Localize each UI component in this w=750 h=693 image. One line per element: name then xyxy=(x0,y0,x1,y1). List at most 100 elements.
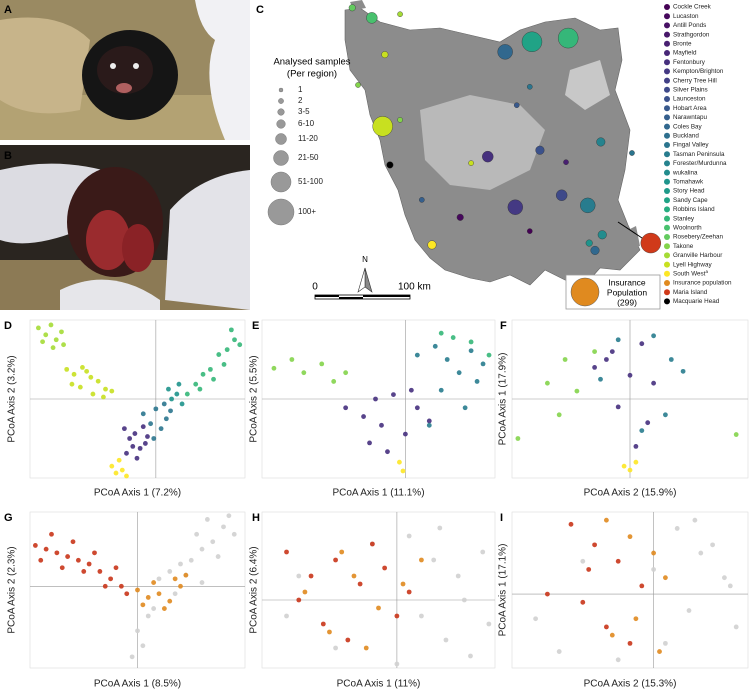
site-marker xyxy=(397,117,403,123)
region-legend-marker xyxy=(664,234,670,240)
point xyxy=(533,616,538,622)
size-legend-marker xyxy=(270,171,292,193)
point xyxy=(615,404,621,410)
point xyxy=(710,542,715,548)
point xyxy=(568,521,574,527)
point xyxy=(385,449,390,455)
point xyxy=(363,645,369,651)
point xyxy=(84,368,90,374)
site-marker xyxy=(366,12,378,24)
site-marker xyxy=(535,145,545,155)
point xyxy=(43,546,49,552)
scale-end: 100 km xyxy=(398,282,431,293)
highlands xyxy=(420,95,545,190)
insurance-label: Insurance xyxy=(608,277,646,287)
point xyxy=(301,370,307,376)
point xyxy=(692,517,698,523)
site-marker xyxy=(507,199,523,215)
point xyxy=(686,608,692,613)
point xyxy=(156,591,162,597)
point xyxy=(90,391,96,397)
point xyxy=(174,391,180,397)
point xyxy=(474,379,480,384)
region-legend-label: Macquarie Head xyxy=(673,298,720,305)
point xyxy=(657,649,662,654)
site-marker xyxy=(521,31,543,52)
point xyxy=(456,370,462,376)
point xyxy=(333,557,338,563)
point xyxy=(167,598,173,604)
point xyxy=(400,581,406,587)
point xyxy=(545,591,550,597)
point xyxy=(167,569,173,574)
point xyxy=(437,525,443,531)
point xyxy=(431,557,437,563)
point xyxy=(200,371,206,377)
point xyxy=(450,335,456,340)
point xyxy=(598,376,603,382)
point xyxy=(188,557,194,563)
point xyxy=(562,357,568,362)
point xyxy=(140,411,146,417)
point xyxy=(615,337,621,343)
region-legend-label: Lucaston xyxy=(673,13,699,20)
point xyxy=(116,457,122,463)
point xyxy=(663,412,668,418)
point xyxy=(343,405,349,411)
point xyxy=(486,621,492,627)
point xyxy=(444,357,450,362)
point xyxy=(95,378,101,384)
point xyxy=(172,591,178,597)
point xyxy=(592,349,597,354)
point xyxy=(216,352,222,357)
site-marker xyxy=(427,240,437,250)
point xyxy=(70,539,76,545)
x-axis-label: PCoA Axis 1 (8.5%) xyxy=(94,679,181,690)
point xyxy=(406,589,412,595)
point xyxy=(43,332,49,338)
point xyxy=(50,345,56,351)
north-arrow xyxy=(364,267,373,293)
point xyxy=(135,587,140,593)
point xyxy=(32,543,38,548)
point xyxy=(351,573,357,579)
point xyxy=(633,444,639,449)
region-legend-label: Coles Bay xyxy=(673,123,703,130)
scale-bar-black xyxy=(315,295,339,297)
plot-frame xyxy=(261,511,496,669)
region-legend-marker xyxy=(664,50,670,56)
region-legend-marker xyxy=(664,261,670,268)
point xyxy=(432,343,438,349)
region-legend-label: Granville Harbour xyxy=(673,252,722,259)
point xyxy=(443,637,449,643)
region-legend-marker xyxy=(664,59,670,66)
point xyxy=(296,597,302,603)
point xyxy=(49,531,54,537)
point xyxy=(92,550,97,556)
point xyxy=(153,406,159,412)
point xyxy=(178,561,183,567)
region-legend-marker xyxy=(664,169,670,176)
island xyxy=(628,226,640,248)
region-legend-label: Woolnorth xyxy=(673,224,702,231)
scale-bar-black xyxy=(363,295,410,297)
region-legend-label: Bronte xyxy=(673,40,692,47)
point xyxy=(331,379,337,384)
region-legend-marker xyxy=(664,215,670,222)
region-legend-marker xyxy=(664,243,670,250)
point xyxy=(604,517,609,523)
site-marker xyxy=(355,82,361,88)
region-legend-label: Kempton/Brighton xyxy=(673,68,724,75)
point xyxy=(168,408,173,414)
point xyxy=(376,605,381,611)
size-legend-label: 100+ xyxy=(298,207,316,216)
point xyxy=(119,467,125,473)
point xyxy=(130,444,136,449)
site-marker xyxy=(563,159,569,165)
point xyxy=(545,380,550,386)
highlands xyxy=(565,60,610,110)
region-legend-label: Buckland xyxy=(673,132,699,139)
point xyxy=(61,342,66,348)
map: N 0 100 km Analysed samples (Per region)… xyxy=(273,0,661,310)
point xyxy=(461,597,467,603)
